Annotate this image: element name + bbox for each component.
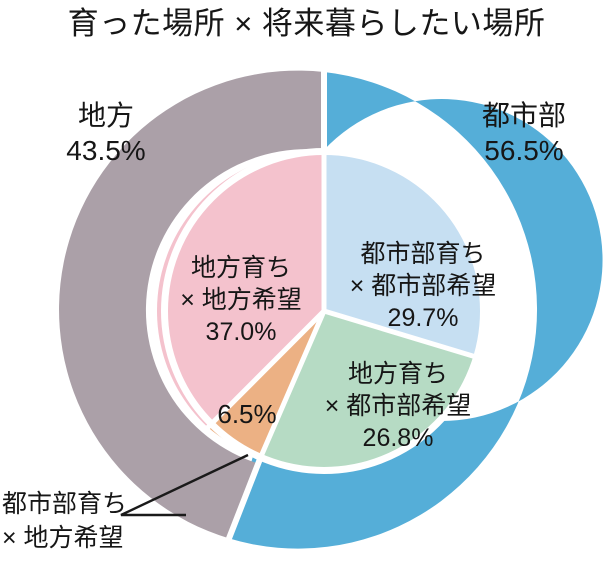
inner-label-rural-urban-line2: × 都市部希望 [324, 392, 472, 420]
callout-label-urban-rural-line2: × 地方希望 [2, 524, 124, 552]
outer-label-rural-pct: 43.5% [66, 135, 146, 166]
separator-inner-3 [205, 308, 327, 430]
outer-label-rural: 地方 43.5% [26, 98, 186, 168]
inner-label-urban-urban-line1: 都市部育ち [360, 240, 486, 268]
inner-slice-rural-urban[interactable] [260, 311, 477, 470]
page-title: 育った場所 × 将来暮らしたい場所 [67, 6, 546, 41]
inner-label-urban-rural-pct: 6.5% [217, 399, 277, 429]
inner-label-rural-rural-line2: × 地方希望 [180, 286, 302, 314]
callout-label-urban-rural-line1: 都市部育ち [2, 490, 128, 518]
inner-slice-urban-rural[interactable] [207, 311, 324, 457]
inner-label-urban-urban-pct: 29.7% [387, 304, 459, 332]
callout-leader-line [120, 453, 249, 517]
outer-label-urban: 都市部 56.5% [440, 98, 608, 168]
callout-label-urban-rural: 都市部育ち × 地方希望 [2, 487, 188, 555]
inner-slice-urban-urban[interactable] [324, 152, 483, 357]
inner-label-rural-urban: 地方育ち × 都市部希望 26.8% [300, 358, 496, 454]
inner-label-rural-rural-pct: 37.0% [205, 318, 277, 346]
inner-label-urban-urban: 都市部育ち × 都市部希望 29.7% [330, 238, 516, 334]
outer-slice-rural[interactable] [59, 70, 325, 539]
inner-label-rural-rural-line1: 地方育ち [190, 254, 291, 282]
outer-label-urban-name: 都市部 [481, 100, 566, 131]
inner-label-rural-urban-line1: 地方育ち [347, 360, 448, 388]
inner-slice-rural-rural[interactable] [156, 151, 324, 428]
separator-inner-1 [321, 308, 479, 360]
outer-label-urban-pct: 56.5% [484, 135, 564, 166]
inner-label-urban-urban-line2: × 都市部希望 [349, 272, 497, 300]
slice-separators [161, 69, 487, 542]
inner-pie-group [156, 151, 483, 470]
inner-label-rural-urban-pct: 26.8% [362, 424, 434, 452]
inner-label-rural-rural: 地方育ち × 地方希望 37.0% [152, 252, 330, 348]
separator-inner-2 [258, 308, 327, 460]
outer-label-rural-name: 地方 [77, 100, 134, 131]
separator-outer-bottom [226, 453, 264, 542]
